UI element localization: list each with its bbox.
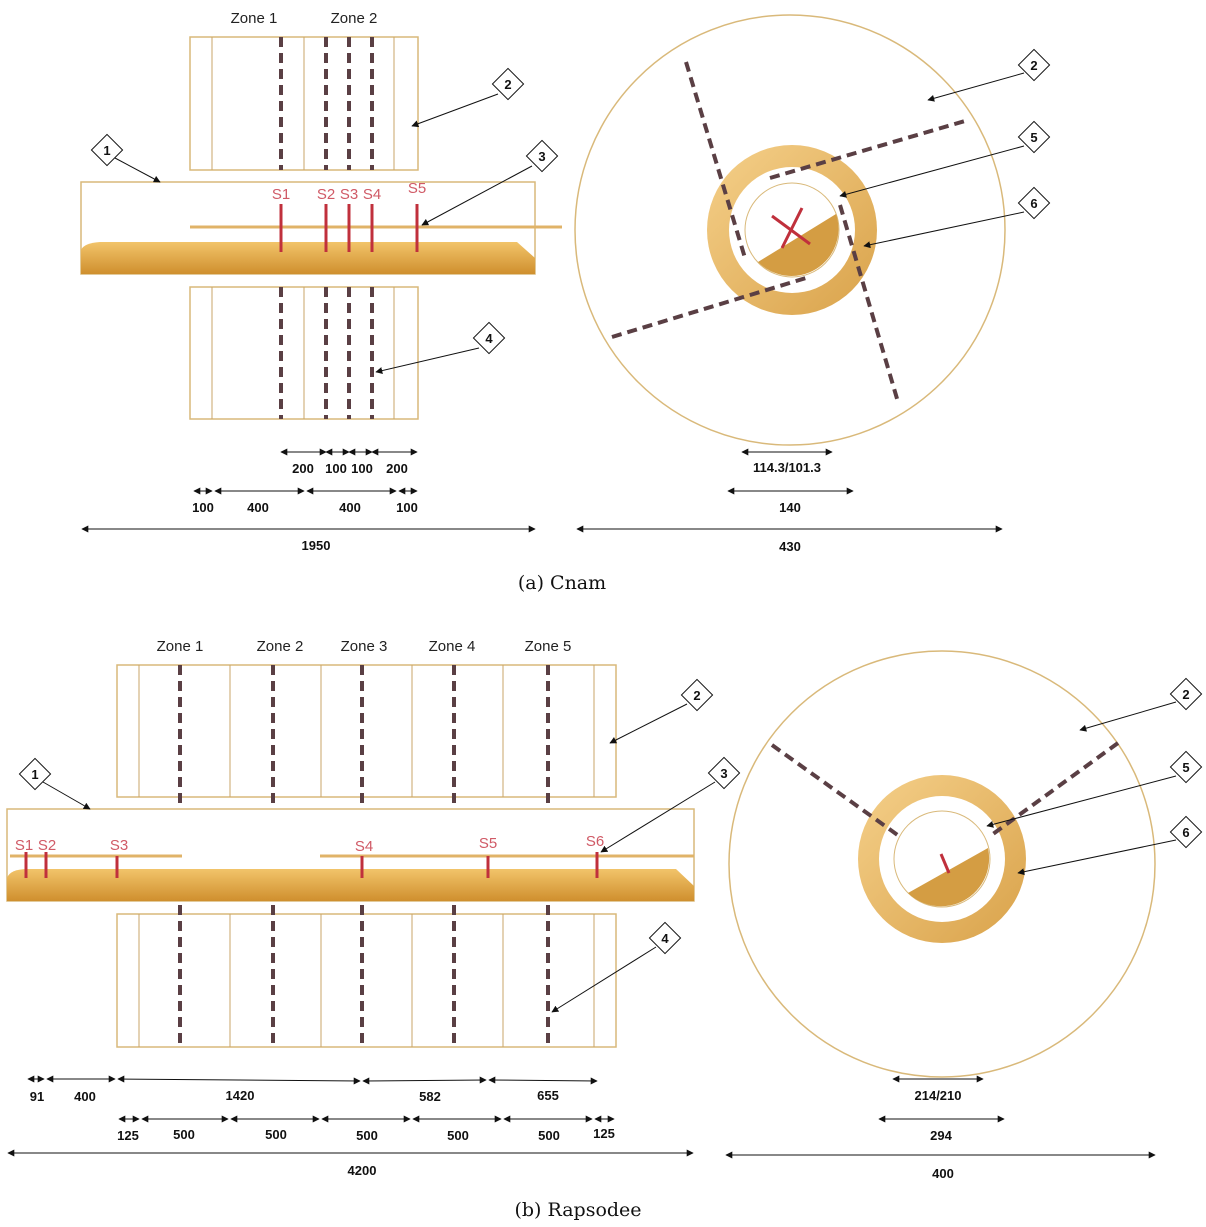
dimension-label: 200 — [386, 461, 408, 476]
sensor-label: S3 — [110, 837, 128, 854]
caption-a: (a) Cnam — [518, 572, 606, 594]
zone-label: Zone 2 — [331, 10, 378, 27]
caption-b: (b) Rapsodee — [514, 1199, 641, 1221]
dimension-label: 1420 — [226, 1088, 255, 1103]
sensor-label: S3 — [340, 186, 358, 203]
sensors: S1 S2 S3 S4 S5 — [272, 180, 426, 252]
callout-number: 5 — [1030, 130, 1037, 145]
zone-label: Zone 4 — [429, 638, 476, 655]
callout-number: 4 — [485, 331, 493, 346]
dimension-label: 100 — [351, 461, 373, 476]
dimension-label: 114.3/101.3 — [753, 460, 821, 475]
callouts: 1 2 3 4 — [90, 67, 559, 374]
callout-number: 6 — [1182, 825, 1189, 840]
callout-number: 2 — [1030, 58, 1037, 73]
dimension-label: 100 — [192, 500, 214, 515]
callout-number: 2 — [504, 77, 511, 92]
zone-separators — [279, 37, 374, 419]
dimension-label: 582 — [419, 1089, 441, 1104]
callout-number: 3 — [538, 149, 545, 164]
top-heater-block — [116, 664, 617, 798]
sensors: S1 S2 S3 S4 S5 S6 — [15, 833, 604, 878]
dimension-label: 294 — [930, 1128, 952, 1143]
dimension-label: 655 — [537, 1088, 559, 1103]
zone-label: Zone 1 — [157, 638, 204, 655]
dimension-label: 500 — [173, 1127, 195, 1142]
callout-number: 1 — [103, 143, 110, 158]
zone-separators — [178, 665, 550, 1047]
dimension-label: 140 — [779, 500, 801, 515]
cross-section-b-dims: 214/210 294 400 — [725, 1075, 1156, 1181]
cross-section-a-dims: 114.3/101.3 140 430 — [576, 448, 1003, 554]
callout-number: 2 — [693, 688, 700, 703]
dimension-label: 500 — [265, 1127, 287, 1142]
sensor-label: S4 — [363, 186, 381, 203]
callout-number: 1 — [31, 767, 38, 782]
sensor-label: S1 — [272, 186, 290, 203]
sensor-label: S2 — [38, 837, 56, 854]
dimension-label: 200 — [292, 461, 314, 476]
figure-b: Zone 1 Zone 2 Zone 3 Zone 4 Zone 5 — [6, 638, 1203, 1221]
callout-number: 5 — [1182, 760, 1189, 775]
cross-section-b — [728, 650, 1156, 1078]
dimension-lines: 200 100 100 200 100 400 400 100 1950 — [81, 448, 536, 553]
dimension-label: 214/210 — [915, 1088, 962, 1103]
callout-number: 3 — [720, 766, 727, 781]
sensor-label: S2 — [317, 186, 335, 203]
dimension-label: 400 — [932, 1166, 954, 1181]
zone-label: Zone 1 — [231, 10, 278, 27]
powder-bed — [81, 242, 535, 274]
dimension-label: 400 — [247, 500, 269, 515]
dimension-label: 100 — [325, 461, 347, 476]
bottom-heater-block — [116, 913, 617, 1048]
dimension-label: 500 — [447, 1128, 469, 1143]
callout-number: 2 — [1182, 687, 1189, 702]
callouts: 1 2 3 4 — [18, 678, 741, 1013]
powder-bed — [7, 869, 694, 901]
zone-label: Zone 5 — [525, 638, 572, 655]
dimension-lines: 91 400 1420 582 655 125 500 500 500 500 … — [7, 1075, 694, 1178]
zone-label: Zone 2 — [257, 638, 304, 655]
dimension-label: 400 — [74, 1089, 96, 1104]
dimension-label: 91 — [30, 1089, 44, 1104]
cross-section-b-callouts: 2 5 6 — [986, 677, 1203, 876]
cross-section-a-callouts: 2 5 6 — [839, 48, 1051, 249]
dimension-total: 4200 — [348, 1163, 377, 1178]
sensor-label: S4 — [355, 838, 373, 855]
callout-number: 6 — [1030, 196, 1037, 211]
dimension-label: 125 — [593, 1126, 615, 1141]
dimension-label: 430 — [779, 539, 801, 554]
sensor-label: S6 — [586, 833, 604, 850]
sensor-label: S1 — [15, 837, 33, 854]
dimension-label: 125 — [117, 1128, 139, 1143]
callout-number: 4 — [661, 931, 669, 946]
sensor-label: S5 — [479, 835, 497, 852]
sensor-label: S5 — [408, 180, 426, 197]
cross-section-a — [574, 14, 1006, 446]
dimension-label: 400 — [339, 500, 361, 515]
figure-a: Zone 1 Zone 2 S1 S2 — [80, 10, 1051, 594]
dimension-label: 500 — [538, 1128, 560, 1143]
dimension-label: 500 — [356, 1128, 378, 1143]
dimension-label: 100 — [396, 500, 418, 515]
zone-label: Zone 3 — [341, 638, 388, 655]
dimension-total: 1950 — [302, 538, 331, 553]
